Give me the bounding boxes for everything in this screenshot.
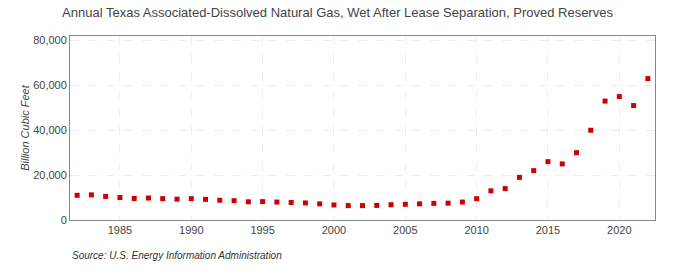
svg-text:2000: 2000 xyxy=(322,224,346,236)
svg-text:1985: 1985 xyxy=(108,224,132,236)
svg-text:2010: 2010 xyxy=(464,224,488,236)
svg-text:20,000: 20,000 xyxy=(33,169,67,181)
svg-text:2015: 2015 xyxy=(536,224,560,236)
svg-text:1995: 1995 xyxy=(250,224,274,236)
svg-text:1990: 1990 xyxy=(179,224,203,236)
svg-text:2020: 2020 xyxy=(607,224,631,236)
svg-text:Source: U.S. Energy Informatio: Source: U.S. Energy Information Administ… xyxy=(72,250,282,261)
svg-text:60,000: 60,000 xyxy=(33,79,67,91)
svg-text:40,000: 40,000 xyxy=(33,124,67,136)
svg-text:Annual Texas Associated-Dissol: Annual Texas Associated-Dissolved Natura… xyxy=(62,5,613,20)
svg-text:2005: 2005 xyxy=(393,224,417,236)
svg-text:0: 0 xyxy=(61,214,67,226)
svg-text:Billion Cubic Feet: Billion Cubic Feet xyxy=(19,84,31,171)
svg-text:80,000: 80,000 xyxy=(33,34,67,46)
